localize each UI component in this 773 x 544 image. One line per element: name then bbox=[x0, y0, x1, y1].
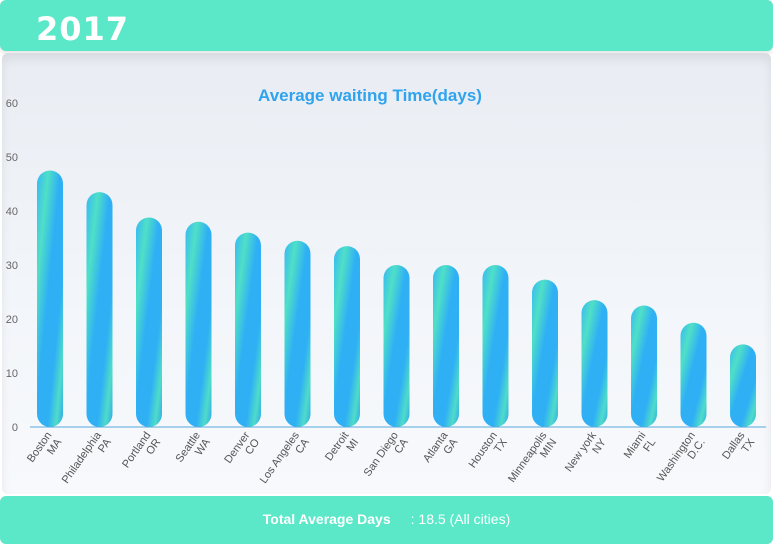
bar bbox=[284, 240, 311, 427]
bar bbox=[136, 217, 162, 427]
x-tick-label-line: Philadelphia bbox=[60, 429, 105, 486]
chart-title: Average waiting Time(days) bbox=[258, 86, 482, 105]
bar bbox=[383, 265, 410, 427]
y-tick-label: 30 bbox=[6, 260, 18, 272]
y-tick-label: 40 bbox=[6, 206, 18, 218]
x-tick-label: DallasTX bbox=[720, 429, 758, 468]
x-tick-label: DetroitMI bbox=[323, 430, 361, 470]
x-tick-label: WashingtonD.C. bbox=[655, 430, 708, 491]
bar bbox=[86, 192, 113, 427]
footer-bar: Total Average Days : 18.5 (All cities) bbox=[0, 496, 773, 544]
y-tick-label: 0 bbox=[12, 422, 18, 434]
bar bbox=[730, 344, 756, 427]
bar bbox=[235, 232, 261, 427]
header-bar: 2017 bbox=[0, 0, 773, 51]
x-tick-label: PortlandOR bbox=[120, 430, 163, 477]
bar-chart: Average waiting Time(days) 0 10 20 30 40 50 60… bbox=[6, 86, 766, 493]
x-tick-label: SeattleWA bbox=[173, 429, 213, 471]
footer-label: Total Average Days bbox=[262, 511, 391, 527]
bar bbox=[631, 305, 657, 427]
x-tick-label: MiamiFL bbox=[622, 430, 658, 468]
bar bbox=[185, 221, 212, 427]
y-tick-label: 20 bbox=[6, 314, 18, 326]
bar bbox=[482, 265, 509, 427]
y-axis: 0 10 20 30 40 50 60 bbox=[6, 98, 18, 434]
bar bbox=[433, 265, 459, 427]
x-tick-label: DenverCO bbox=[222, 429, 262, 472]
footer-value: : 18.5 (All cities) bbox=[410, 511, 511, 527]
bar bbox=[581, 300, 608, 427]
x-tick-label-line: MI bbox=[344, 437, 361, 454]
bar bbox=[334, 246, 360, 427]
y-tick-label: 50 bbox=[6, 152, 18, 164]
x-tick-label: Los AngelesCA bbox=[258, 429, 312, 492]
y-tick-label: 60 bbox=[6, 98, 18, 110]
year-title: 2017 bbox=[36, 10, 130, 48]
chart-panel: Average waiting Time(days) 0 10 20 30 40 50 60… bbox=[2, 53, 771, 494]
x-tick-label: HoustonTX bbox=[467, 429, 511, 477]
x-tick-label: PhiladelphiaPA bbox=[60, 429, 115, 493]
x-tick-label: AtlantaGA bbox=[421, 429, 461, 472]
x-tick-label: New yorkNY bbox=[563, 429, 609, 481]
x-tick-label: BostonMA bbox=[25, 429, 65, 471]
bar bbox=[680, 322, 707, 427]
x-tick-label-line: San Diego bbox=[362, 430, 401, 479]
x-tick-label: MinneapolisMIN bbox=[506, 429, 560, 491]
x-tick-label: San DiegoCA bbox=[362, 429, 412, 485]
bar bbox=[532, 279, 558, 427]
footer-summary: Total Average Days : 18.5 (All cities) bbox=[0, 511, 773, 527]
bars-group bbox=[37, 170, 756, 427]
bar bbox=[37, 170, 63, 427]
y-tick-label: 10 bbox=[6, 368, 18, 380]
x-tick-label-line: Los Angeles bbox=[258, 429, 302, 485]
